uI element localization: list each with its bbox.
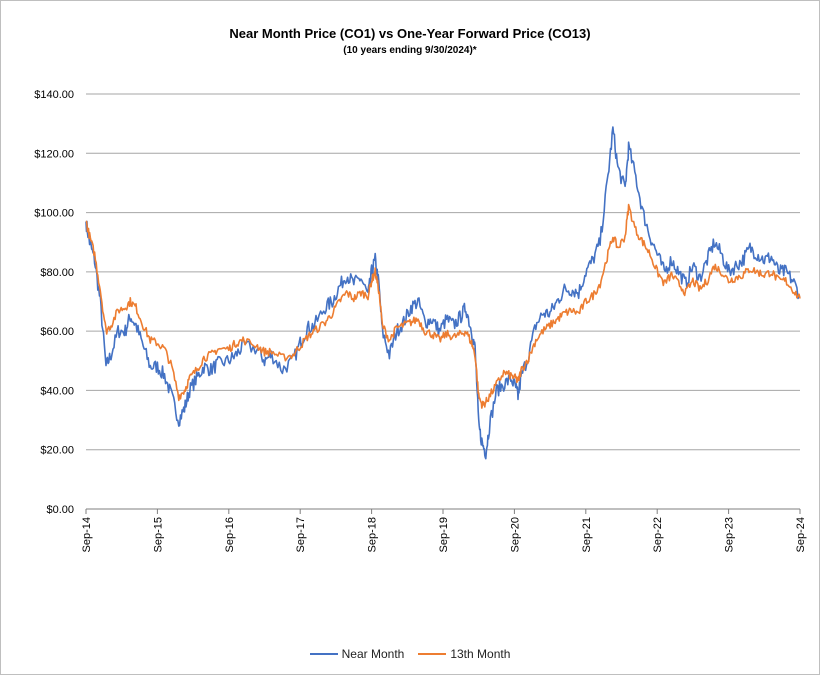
x-tick-label: Sep-15 [152,517,164,552]
series-line-near-month [85,126,801,460]
y-tick-label: $100.00 [34,208,74,220]
x-tick-label: Sep-18 [367,517,379,552]
x-tick-label: Sep-21 [581,517,593,552]
x-tick-label: Sep-16 [224,517,236,552]
y-tick-label: $140.00 [34,89,74,101]
x-tick-label: Sep-22 [652,517,664,552]
chart-legend: Near Month 13th Month [0,647,820,661]
y-tick-label: $80.00 [40,267,74,279]
y-tick-label: $60.00 [40,326,74,338]
chart-subtitle: (10 years ending 9/30/2024)* [343,45,477,56]
x-tick-label: Sep-14 [81,517,93,552]
y-tick-label: $0.00 [46,504,74,516]
legend-swatch-near-month [309,653,338,655]
y-tick-label: $20.00 [40,445,74,457]
legend-item-near-month: Near Month [309,647,405,661]
legend-item-13th-month: 13th Month [418,647,510,661]
x-tick-label: Sep-23 [724,517,736,552]
y-tick-label: $40.00 [40,385,74,397]
x-tick-label: Sep-17 [295,517,307,552]
x-tick-label: Sep-19 [438,517,450,552]
x-tick-label: Sep-20 [509,517,521,552]
legend-label-13th-month: 13th Month [450,647,511,661]
chart-title: Near Month Price (CO1) vs One-Year Forwa… [229,26,591,41]
x-tick-label: Sep-24 [795,517,807,552]
legend-swatch-13th-month [418,653,447,655]
y-tick-label: $120.00 [34,148,74,160]
legend-label-near-month: Near Month [341,647,405,661]
series-line-13th-month [85,203,801,409]
